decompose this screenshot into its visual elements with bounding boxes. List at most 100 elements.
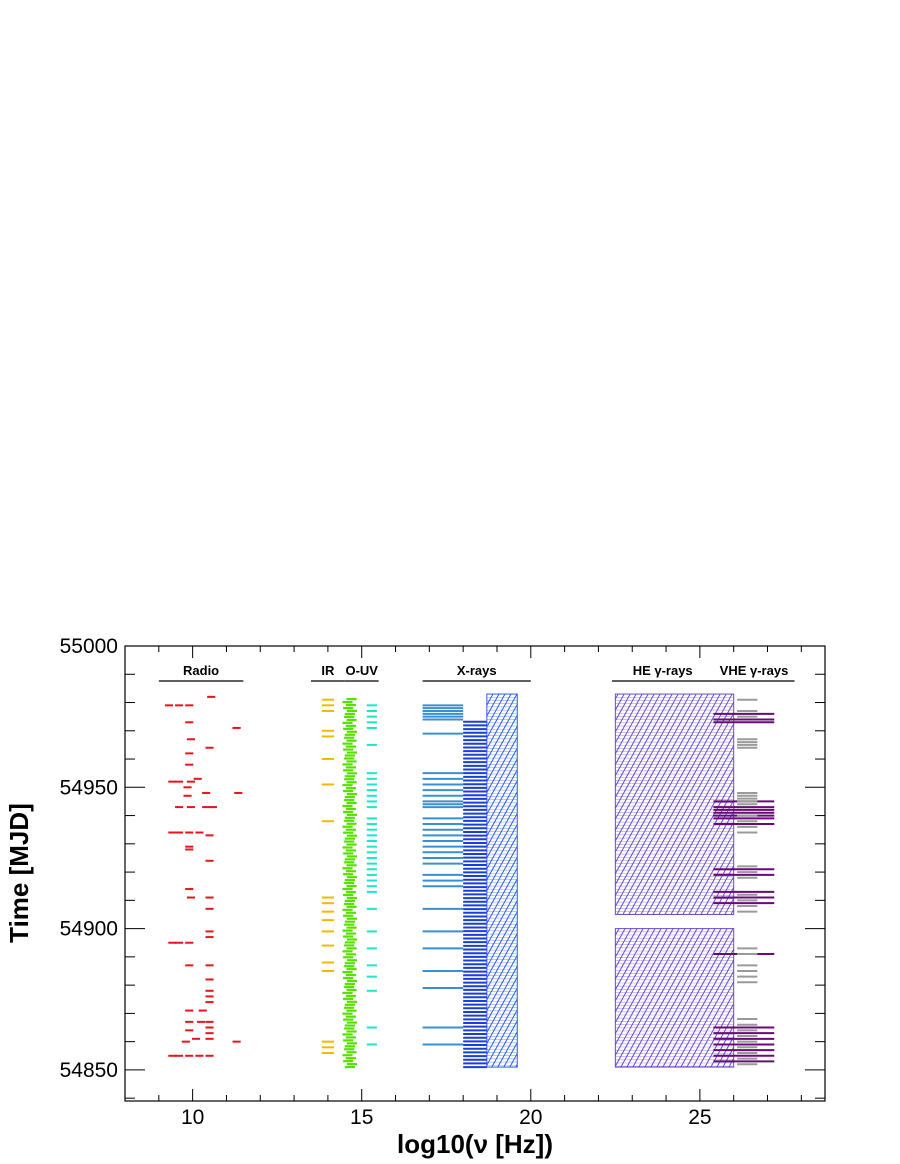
hatch-line: [650, 928, 728, 1068]
hatch-line: [682, 821, 734, 915]
hatch-line: [632, 928, 710, 1068]
hatch-line: [615, 694, 619, 701]
hatch-line: [606, 694, 811, 1067]
hatch-line: [515, 1063, 518, 1068]
band-label: IR: [321, 663, 335, 678]
hatch-line: [615, 928, 674, 1035]
hatch-line: [825, 929, 900, 1067]
hatch-line: [759, 929, 835, 1067]
hatch-line: [881, 694, 900, 914]
hatch-line: [615, 928, 626, 948]
hatch-line: [615, 694, 643, 744]
hatch-line: [486, 986, 518, 1045]
hatch-line: [660, 694, 865, 1067]
hatch-line: [615, 928, 692, 1068]
hatch-line: [773, 694, 894, 914]
hatch-line: [849, 929, 900, 1067]
hatch-line: [537, 929, 613, 1067]
hatch-line: [786, 694, 900, 1067]
x-tick-label: 25: [688, 1106, 711, 1129]
hatch-line: [869, 694, 900, 914]
hatch-line: [120, 694, 325, 1067]
hatch-line: [785, 694, 900, 914]
tick-labels: 10 15 20 25 54850 54900 54950 55000: [60, 635, 712, 1129]
hatch-line: [628, 722, 734, 915]
hatch-line: [738, 694, 900, 1067]
hatch-line: [855, 929, 900, 1067]
hatch-line: [797, 694, 900, 914]
hatch-line: [887, 694, 900, 914]
hatch-line: [833, 694, 900, 914]
hatch-line: [762, 694, 900, 1067]
hatch-line: [615, 694, 631, 722]
hatch-line: [192, 694, 397, 1067]
hatch-line: [634, 733, 734, 915]
hatch-line: [615, 694, 649, 755]
hatch-line: [491, 694, 612, 914]
hatch-line: [615, 928, 620, 937]
hatch-line: [486, 997, 518, 1056]
hatch-line: [684, 694, 889, 1067]
hatch-line: [654, 694, 859, 1067]
hatch-line: [783, 929, 859, 1067]
hatch-line: [875, 694, 900, 914]
hatch-line: [216, 694, 421, 1067]
x-tick-label: 15: [350, 1106, 373, 1129]
hatch-line: [791, 694, 900, 914]
hatch-line: [696, 694, 900, 1067]
hatch-line: [722, 1046, 734, 1068]
hatch-line: [615, 694, 673, 799]
hatch-line: [615, 928, 638, 970]
hatch-line: [837, 929, 900, 1067]
hatch-line: [822, 694, 900, 1067]
hatch-line: [694, 842, 734, 915]
hatch-line: [615, 928, 686, 1057]
hatch-line: [615, 694, 667, 788]
hatch-line: [186, 694, 391, 1067]
hatch-line: [620, 928, 698, 1068]
hatch-line: [467, 694, 588, 914]
hatch-line: [882, 694, 900, 1067]
hatch-line: [552, 694, 757, 1067]
hatch-line: [767, 694, 888, 914]
data-coverage-block-hatch: [467, 694, 900, 915]
hatch-line: [473, 694, 594, 914]
hatch-line: [851, 694, 900, 914]
data-coverage-block-hatch: [120, 694, 900, 1068]
hatch-line: [692, 991, 734, 1068]
hatch-line: [509, 1052, 518, 1068]
hatch-line: [698, 1002, 734, 1068]
hatch-line: [670, 799, 734, 915]
hatch-line: [756, 694, 900, 1067]
hatch-line: [706, 864, 734, 915]
hatch-line: [615, 928, 662, 1013]
hatch-line: [588, 694, 793, 1067]
hatch-line: [503, 1041, 518, 1068]
hatch-line: [600, 694, 805, 1067]
hatch-line: [720, 694, 900, 1067]
hatch-line: [486, 965, 518, 1023]
hatch-line: [827, 694, 900, 914]
y-tick-label: 54950: [60, 776, 118, 799]
hatch-line: [761, 694, 882, 914]
x-tick-label: 20: [519, 1106, 542, 1129]
hatch-line: [821, 694, 900, 914]
hatch-line: [570, 694, 775, 1067]
x-axis-title: log10(ν [Hz]): [397, 1129, 553, 1159]
hatch-line: [712, 875, 734, 915]
hatch-line: [768, 694, 900, 1067]
data-coverage-block: [537, 928, 900, 1068]
y-axis-title: Time [MJD]: [4, 803, 34, 943]
band-label: X-rays: [457, 663, 497, 678]
hatch-line: [615, 694, 661, 777]
hatch-line: [662, 937, 734, 1068]
hatch-line: [486, 866, 518, 925]
hatch-line: [486, 976, 518, 1034]
hatch-line: [615, 694, 727, 897]
hatch-line: [615, 928, 668, 1024]
data-coverage-block-outline: [614, 693, 735, 915]
hatch-line: [810, 694, 900, 1067]
hatch-line: [486, 725, 518, 783]
hatch-line: [744, 694, 900, 1067]
hatch-line: [774, 694, 900, 1067]
